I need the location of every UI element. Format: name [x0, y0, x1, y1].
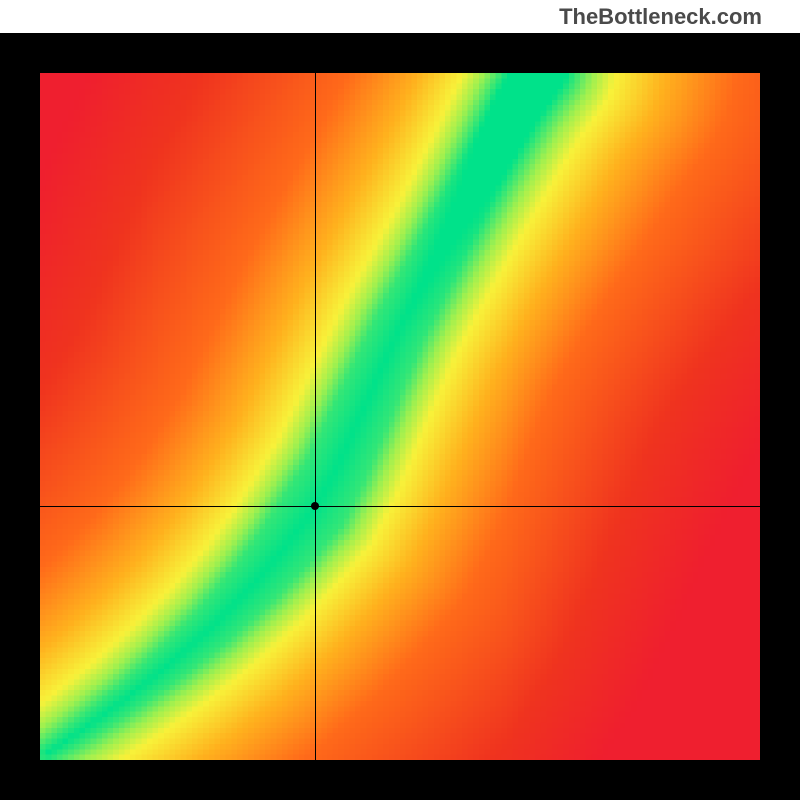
chart-frame: [0, 33, 800, 800]
watermark-text: TheBottleneck.com: [559, 4, 762, 29]
crosshair-vertical: [315, 73, 316, 760]
watermark-row: TheBottleneck.com: [0, 0, 800, 33]
crosshair-marker: [311, 502, 319, 510]
heatmap-canvas: [40, 73, 760, 760]
heatmap-plot: [40, 73, 760, 760]
crosshair-horizontal: [40, 506, 760, 507]
